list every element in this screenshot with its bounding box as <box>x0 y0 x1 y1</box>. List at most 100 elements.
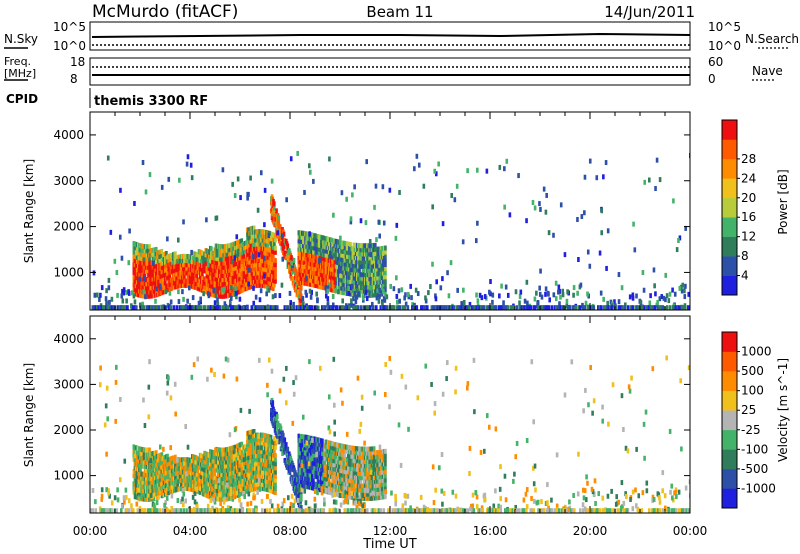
data-cell <box>95 292 99 298</box>
data-cell <box>600 305 603 310</box>
data-cell <box>96 305 99 310</box>
data-cell <box>275 208 278 214</box>
data-cell <box>235 305 239 310</box>
data-cell <box>349 219 353 225</box>
data-cell <box>504 284 508 290</box>
data-cell <box>603 305 606 310</box>
data-cell <box>174 454 177 460</box>
data-cell <box>305 252 308 258</box>
data-cell <box>314 266 317 272</box>
data-cell <box>274 453 277 459</box>
data-cell <box>439 285 443 291</box>
data-cell <box>98 296 101 302</box>
nsky-tick-bottom: 10^0 <box>53 39 86 53</box>
data-cell <box>355 305 359 310</box>
data-cell <box>588 263 592 269</box>
data-cell <box>257 481 260 487</box>
data-cell <box>274 465 277 471</box>
data-cell <box>316 297 319 303</box>
data-cell <box>272 456 275 462</box>
data-cell <box>382 305 386 310</box>
data-cell <box>388 187 392 193</box>
data-cell <box>274 262 277 268</box>
data-cell <box>488 289 491 295</box>
data-cell <box>158 286 161 292</box>
data-cell <box>108 299 111 305</box>
data-cell <box>198 282 202 288</box>
data-cell <box>480 295 484 301</box>
data-cell <box>144 476 148 482</box>
data-cell <box>155 246 158 252</box>
data-cell <box>270 407 273 413</box>
data-cell <box>171 276 175 282</box>
data-cell <box>223 301 227 307</box>
data-cell <box>438 305 441 310</box>
data-cell <box>281 438 284 444</box>
data-cell <box>340 305 344 310</box>
data-cell <box>139 467 142 473</box>
data-cell <box>308 231 311 237</box>
data-cell <box>395 293 399 299</box>
data-cell <box>315 291 318 297</box>
data-cell <box>186 465 190 471</box>
data-cell <box>266 255 269 261</box>
data-cell <box>250 305 254 310</box>
freq-tick-bottom: 8 <box>70 72 78 86</box>
data-cell <box>312 178 315 184</box>
data-cell <box>182 219 185 225</box>
data-cell <box>420 305 423 310</box>
data-cell <box>140 268 143 274</box>
power-data <box>91 150 690 310</box>
data-cell <box>272 265 275 271</box>
data-cell <box>252 482 256 488</box>
data-cell <box>193 467 196 473</box>
data-cell <box>167 258 170 264</box>
data-cell <box>622 305 626 310</box>
data-cell <box>273 436 276 442</box>
data-cell <box>274 305 278 310</box>
data-cell <box>572 285 576 291</box>
data-cell <box>120 305 123 310</box>
data-cell <box>290 260 293 266</box>
data-cell <box>655 157 659 163</box>
data-cell <box>672 198 675 204</box>
data-cell <box>187 305 191 310</box>
data-cell <box>339 235 342 241</box>
data-cell <box>314 274 317 280</box>
data-cell <box>561 288 565 294</box>
data-cell <box>157 305 161 310</box>
data-cell <box>220 244 223 250</box>
data-cell <box>247 459 250 465</box>
data-cell <box>142 256 146 262</box>
data-cell <box>371 259 375 265</box>
data-cell <box>357 305 360 310</box>
data-cell <box>208 305 212 310</box>
data-cell <box>316 262 320 268</box>
data-cell <box>615 305 618 310</box>
data-cell <box>162 459 166 465</box>
data-cell <box>297 445 301 451</box>
data-cell <box>231 305 234 310</box>
data-cell <box>354 294 358 300</box>
data-cell <box>375 237 378 243</box>
data-cell <box>247 267 251 273</box>
data-cell <box>269 252 273 258</box>
data-cell <box>242 270 246 276</box>
data-cell <box>152 495 156 501</box>
nsky-panel: N.Sky 10^5 10^0 N.Search 10^5 10^0 <box>4 20 799 53</box>
data-cell <box>292 305 296 310</box>
data-cell <box>113 258 117 264</box>
data-cell <box>252 285 255 291</box>
data-cell <box>356 267 359 273</box>
data-cell <box>606 305 609 310</box>
data-cell <box>142 305 146 310</box>
data-cell <box>170 472 174 478</box>
data-cell <box>617 299 621 305</box>
data-cell <box>151 305 155 310</box>
data-cell <box>359 284 363 290</box>
data-cell <box>281 442 284 448</box>
data-cell <box>164 289 168 295</box>
data-cell <box>147 273 150 279</box>
data-cell <box>309 294 313 300</box>
data-cell <box>666 305 669 310</box>
